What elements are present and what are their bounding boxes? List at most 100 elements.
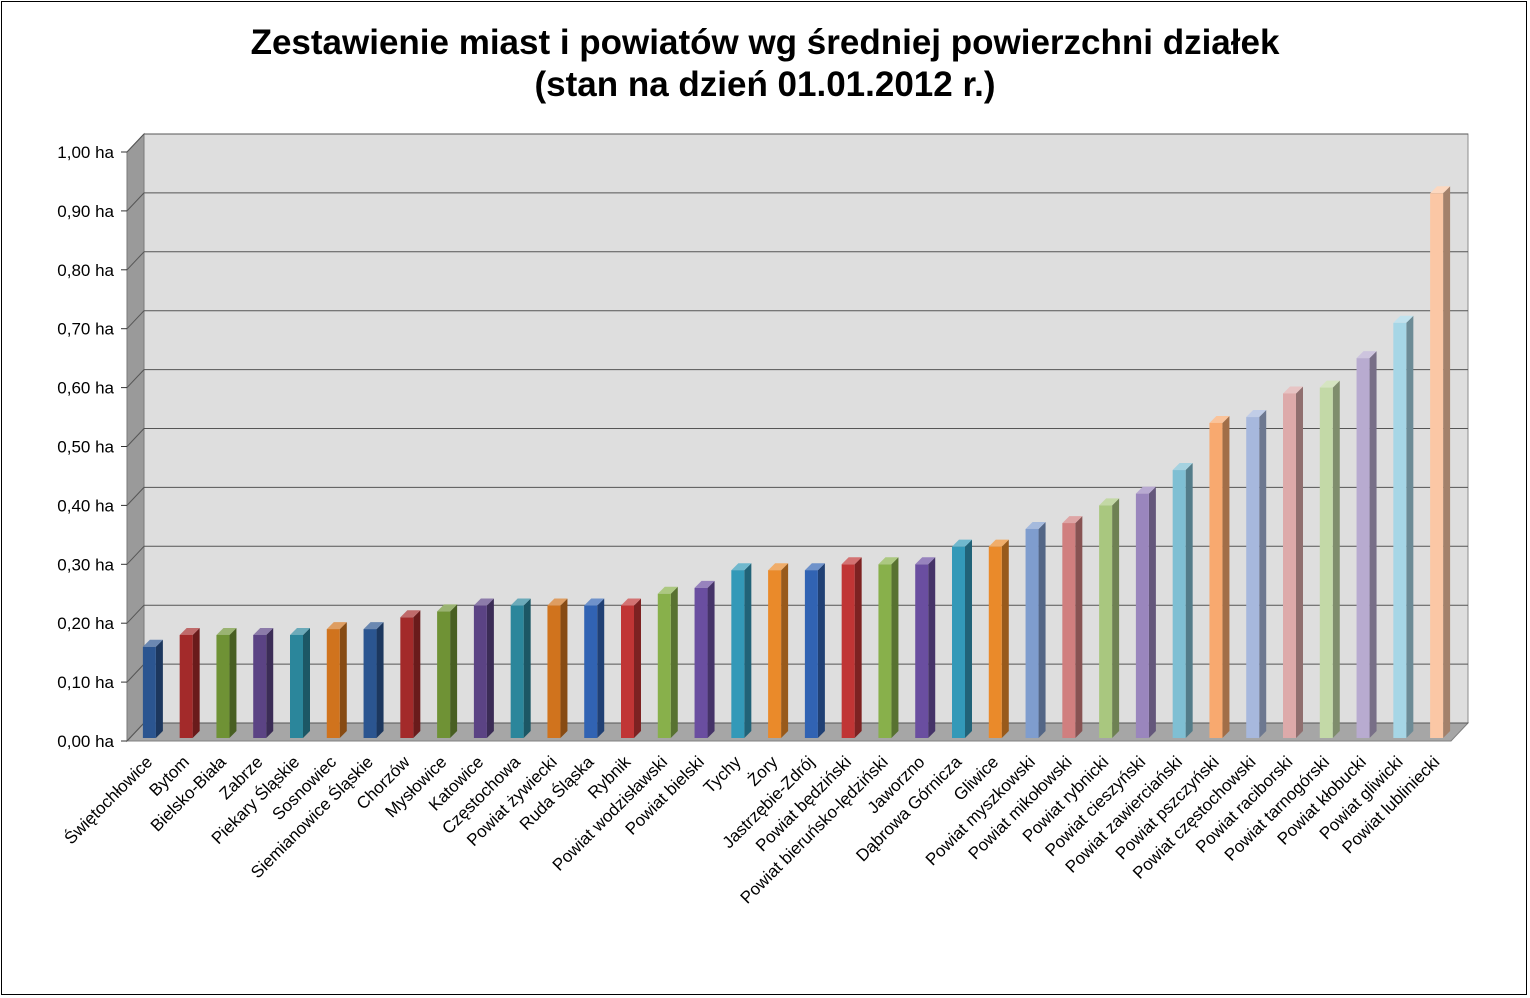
bar-side bbox=[266, 627, 274, 738]
chart-subtitle: (stan na dzień 01.01.2012 r.) bbox=[534, 65, 996, 104]
bar-side bbox=[1443, 186, 1451, 739]
bar bbox=[1135, 493, 1149, 738]
x-tick-label: Tychy bbox=[700, 752, 745, 797]
bar-top bbox=[216, 627, 237, 635]
bar-top bbox=[437, 604, 458, 612]
bar-top bbox=[584, 598, 605, 606]
bar-top bbox=[1025, 521, 1046, 529]
bar-top bbox=[915, 557, 936, 565]
bar-top bbox=[363, 622, 384, 630]
bar bbox=[547, 605, 561, 738]
bar-side bbox=[229, 627, 237, 738]
bar-top bbox=[841, 557, 862, 565]
bar-top bbox=[253, 627, 274, 635]
bar-side bbox=[413, 610, 421, 738]
bar bbox=[1319, 387, 1333, 738]
bar-top bbox=[473, 598, 494, 606]
gridline-depth bbox=[126, 428, 145, 447]
bar-top bbox=[1356, 351, 1377, 359]
bar-top bbox=[1430, 186, 1451, 194]
gridline-depth bbox=[126, 722, 145, 742]
bar-top bbox=[768, 563, 789, 571]
x-tick-label: Świętochłowice bbox=[61, 752, 157, 848]
bar-side bbox=[1185, 463, 1193, 738]
bar-side bbox=[928, 557, 936, 738]
gridline-depth bbox=[126, 192, 145, 212]
bar-side bbox=[1296, 386, 1303, 738]
bar-top bbox=[1172, 463, 1193, 471]
bar-top bbox=[1135, 486, 1156, 494]
bar bbox=[621, 605, 634, 738]
gridline-depth bbox=[126, 310, 145, 330]
bar-side bbox=[523, 598, 531, 738]
bar bbox=[1393, 322, 1407, 738]
bar bbox=[952, 546, 965, 738]
y-tick-label: 0,40 ha bbox=[57, 496, 114, 515]
bar bbox=[1356, 358, 1370, 738]
bar bbox=[400, 617, 414, 738]
gridline-depth bbox=[126, 133, 145, 153]
y-tick-label: 0,30 ha bbox=[57, 555, 114, 574]
bar bbox=[1172, 470, 1186, 738]
bar-top bbox=[878, 557, 899, 565]
bar-side bbox=[1112, 498, 1120, 738]
bar-side bbox=[1406, 315, 1414, 738]
y-tick-label: 0,50 ha bbox=[57, 438, 114, 457]
bar-side bbox=[1222, 415, 1230, 738]
bar bbox=[584, 605, 598, 738]
bar bbox=[510, 605, 524, 738]
y-tick-label: 0,20 ha bbox=[57, 614, 114, 633]
gridline-depth bbox=[126, 369, 145, 388]
bar bbox=[731, 570, 745, 738]
bar bbox=[1430, 193, 1444, 739]
bar bbox=[1246, 417, 1260, 738]
bar-side bbox=[744, 563, 752, 738]
bar bbox=[290, 634, 303, 738]
bar-top bbox=[657, 586, 678, 594]
bar bbox=[363, 629, 377, 738]
bar-top bbox=[1209, 415, 1230, 423]
chart-title: Zestawienie miast i powiatów wg średniej… bbox=[250, 23, 1280, 62]
bar bbox=[1209, 422, 1223, 738]
bar-top bbox=[1393, 315, 1414, 323]
bar-top bbox=[326, 622, 347, 630]
bar-side bbox=[1038, 521, 1046, 738]
bar-top bbox=[988, 539, 1009, 547]
bar-top bbox=[621, 598, 641, 606]
bar bbox=[179, 634, 193, 738]
bar-side bbox=[1259, 410, 1267, 738]
bar-top bbox=[142, 639, 163, 647]
bar bbox=[878, 564, 892, 738]
bar-side bbox=[339, 622, 347, 738]
bar bbox=[1025, 528, 1039, 738]
bar-side bbox=[670, 586, 678, 738]
bar-side bbox=[1075, 516, 1083, 738]
bar-side bbox=[486, 598, 494, 738]
bar-side bbox=[560, 598, 568, 738]
bar-top bbox=[952, 539, 972, 547]
bar-side bbox=[597, 598, 605, 738]
bar-side bbox=[155, 639, 163, 738]
bar-side bbox=[1332, 380, 1340, 738]
gridline-depth bbox=[126, 251, 145, 271]
y-tick-label: 1,00 ha bbox=[57, 143, 114, 162]
bar-side bbox=[891, 557, 899, 738]
y-tick-label: 0,70 ha bbox=[57, 320, 114, 339]
gridline-depth bbox=[126, 545, 145, 565]
bar-top bbox=[547, 598, 568, 606]
bar-side bbox=[1148, 486, 1156, 738]
bar-top bbox=[400, 610, 421, 618]
bar-top bbox=[179, 627, 200, 635]
bar-side bbox=[965, 539, 972, 738]
bar-top bbox=[1062, 516, 1083, 524]
bar bbox=[657, 593, 671, 738]
bar-side bbox=[854, 557, 862, 738]
bar-side bbox=[450, 604, 458, 738]
bar-top bbox=[804, 563, 825, 571]
bar bbox=[768, 570, 782, 738]
bar bbox=[216, 634, 230, 738]
bar bbox=[988, 546, 1002, 738]
bar-side bbox=[303, 627, 310, 738]
y-tick-label: 0,60 ha bbox=[57, 379, 114, 398]
